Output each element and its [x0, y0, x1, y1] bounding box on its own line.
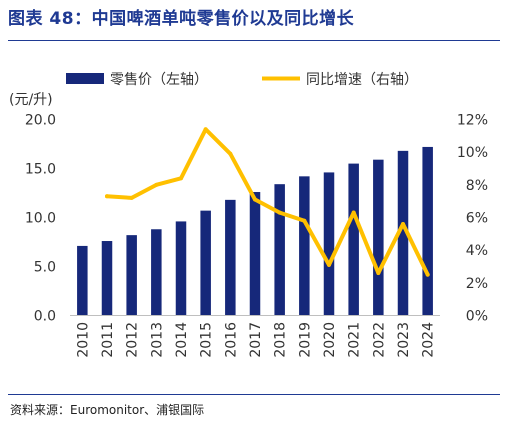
- y-axis-unit-label: (元/升): [9, 92, 53, 108]
- growth-point-2012: [129, 195, 134, 200]
- y2-tick-label: 0%: [466, 309, 488, 325]
- source-note: 资料来源：Euromonitor、浦银国际: [10, 403, 205, 417]
- growth-point-2019: [302, 218, 307, 223]
- figure-label: 图表 48：: [8, 9, 92, 29]
- bar-2019: [299, 176, 310, 316]
- x-tick-label: 2015: [199, 322, 215, 358]
- x-tick-label: 2017: [248, 322, 264, 358]
- y2-tick-label: 10%: [457, 145, 488, 161]
- x-axis: 2010 2011 2012 2013 2014 2015 2016 2017 2018 2019…: [75, 322, 436, 358]
- growth-point-2013: [154, 182, 159, 187]
- y2-tick-label: 6%: [466, 211, 488, 227]
- bar-series: [77, 146, 433, 316]
- x-tick-label: 2011: [100, 322, 116, 358]
- bar-2024: [422, 146, 433, 316]
- y2-tick-label: 8%: [466, 178, 488, 194]
- line-series: [105, 127, 430, 277]
- bar-2011: [101, 241, 113, 316]
- y-axis-left: 0.0 5.0 10.0 15.0 20.0: [25, 113, 56, 325]
- y-tick-label: 10.0: [25, 211, 56, 227]
- growth-point-2022: [376, 271, 381, 276]
- x-tick-label: 2016: [223, 322, 239, 358]
- growth-point-2017: [253, 197, 257, 202]
- chart-title: 中国啤酒单吨零售价以及同比增长: [91, 9, 355, 29]
- growth-point-2023: [401, 222, 405, 227]
- x-tick-label: 2020: [322, 322, 338, 358]
- x-tick-label: 2012: [125, 322, 141, 358]
- bar-2018: [274, 184, 285, 316]
- y-tick-label: 15.0: [25, 162, 56, 178]
- legend-bar-swatch: [66, 73, 104, 84]
- bar-2010: [77, 245, 88, 316]
- legend-bar-label: 零售价（左轴）: [110, 72, 208, 88]
- y2-tick-label: 2%: [466, 276, 488, 292]
- y2-tick-label: 4%: [466, 243, 488, 259]
- bar-2023: [397, 150, 409, 316]
- x-tick-label: 2024: [421, 322, 437, 358]
- growth-point-2014: [179, 176, 183, 181]
- bar-2013: [151, 229, 162, 316]
- x-tick-label: 2014: [174, 322, 190, 358]
- growth-point-2011: [105, 194, 109, 199]
- x-tick-label: 2022: [371, 322, 387, 358]
- bar-2020: [323, 172, 335, 316]
- bar-2015: [200, 210, 211, 316]
- growth-point-2018: [277, 210, 282, 215]
- y-tick-label: 5.0: [34, 260, 56, 276]
- x-tick-label: 2013: [149, 322, 165, 358]
- bar-2022: [373, 159, 384, 316]
- growth-point-2015: [203, 127, 208, 132]
- x-tick-label: 2019: [297, 322, 313, 358]
- x-tick-label: 2010: [75, 322, 91, 358]
- bar-2014: [175, 221, 187, 316]
- y-tick-label: 20.0: [25, 113, 56, 129]
- bar-2021: [348, 163, 359, 316]
- x-tick-label: 2021: [347, 322, 363, 358]
- figure-title: 图表 48：中国啤酒单吨零售价以及同比增长: [8, 4, 354, 29]
- growth-line: [105, 127, 430, 277]
- bar-2017: [249, 192, 261, 316]
- x-tick-label: 2023: [396, 322, 412, 358]
- y-tick-label: 0.0: [34, 309, 56, 325]
- y2-tick-label: 12%: [457, 113, 488, 129]
- x-tick-label: 2018: [273, 322, 289, 358]
- legend-line-label: 同比增速（右轴）: [306, 72, 418, 88]
- growth-point-2016: [228, 151, 233, 156]
- legend: 零售价（左轴） 同比增速（右轴）: [66, 72, 418, 88]
- growth-point-2024: [425, 272, 430, 277]
- source-divider: [8, 394, 500, 395]
- bar-2016: [225, 199, 236, 316]
- growth-point-2021: [351, 210, 356, 215]
- title-divider: [8, 40, 500, 41]
- bar-2012: [126, 235, 137, 316]
- y-axis-right: 0% 2% 4% 6% 8% 10% 12%: [457, 113, 488, 325]
- growth-point-2020: [327, 262, 331, 267]
